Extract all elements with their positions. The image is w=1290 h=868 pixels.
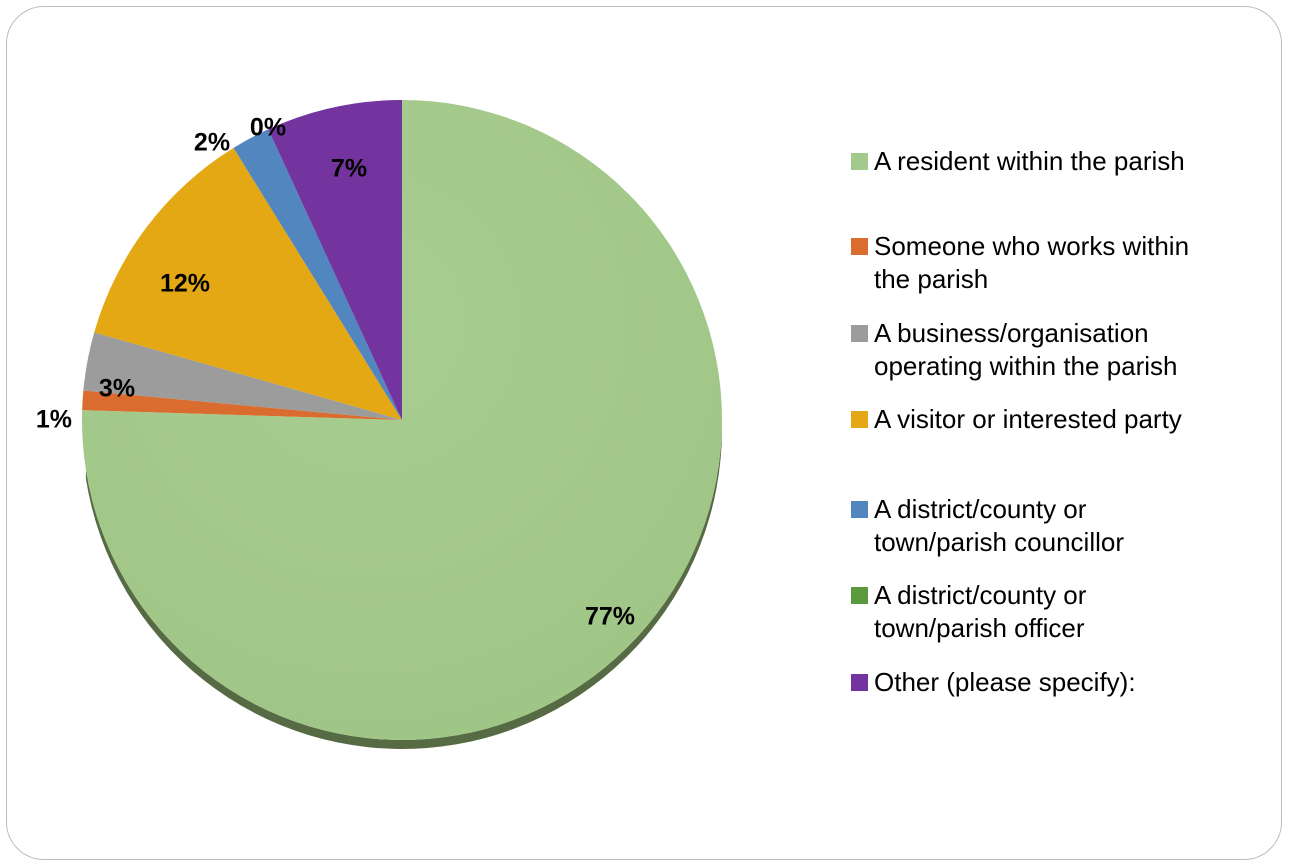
- legend-label-line: A resident within the parish: [874, 146, 1185, 176]
- slice-data-label: 12%: [160, 270, 210, 298]
- legend-swatch: [851, 501, 868, 518]
- pie-slice: [82, 390, 403, 420]
- legend-label-line: A visitor or interested party: [874, 404, 1182, 434]
- slice-data-label: 77%: [585, 603, 635, 631]
- legend-label-line: A district/county or: [874, 580, 1087, 610]
- pie-slice: [233, 129, 402, 420]
- slice-data-label: 7%: [331, 155, 367, 183]
- legend-label-line: A business/organisation: [874, 318, 1149, 348]
- legend-swatch: [851, 587, 868, 604]
- legend-label-line: A district/county or: [874, 494, 1087, 524]
- pie-slice: [83, 332, 403, 420]
- pie-slice: [268, 100, 402, 420]
- slice-data-label: 3%: [99, 375, 135, 403]
- legend-swatch: [851, 325, 868, 342]
- legend-label-line: town/parish officer: [874, 613, 1085, 643]
- slice-data-label: 1%: [36, 406, 72, 434]
- legend-swatch: [851, 674, 868, 691]
- legend-label: A resident within the parish: [874, 145, 1269, 178]
- legend-label-line: Other (please specify):: [874, 667, 1136, 697]
- chart-legend: A resident within the parish Someone who …: [848, 0, 1268, 868]
- legend-label-line: the parish: [874, 264, 989, 294]
- legend-label: Someone who works within the parish: [874, 230, 1269, 296]
- legend-label: A business/organisation operating within …: [874, 317, 1269, 383]
- slice-data-label: 2%: [194, 129, 230, 157]
- legend-label-line: town/parish councillor: [874, 527, 1125, 557]
- legend-label-line: Someone who works within: [874, 231, 1190, 261]
- legend-swatch: [851, 411, 868, 428]
- legend-swatch: [851, 153, 868, 170]
- legend-label: Other (please specify):: [874, 666, 1269, 699]
- slice-data-label: 0%: [250, 114, 286, 142]
- legend-swatch: [851, 238, 868, 255]
- pie-slice: [94, 147, 403, 420]
- legend-label: A district/county or town/parish councill…: [874, 493, 1269, 559]
- legend-label: A district/county or town/parish officer: [874, 579, 1269, 645]
- legend-label-line: operating within the parish: [874, 351, 1178, 381]
- legend-label: A visitor or interested party: [874, 403, 1269, 436]
